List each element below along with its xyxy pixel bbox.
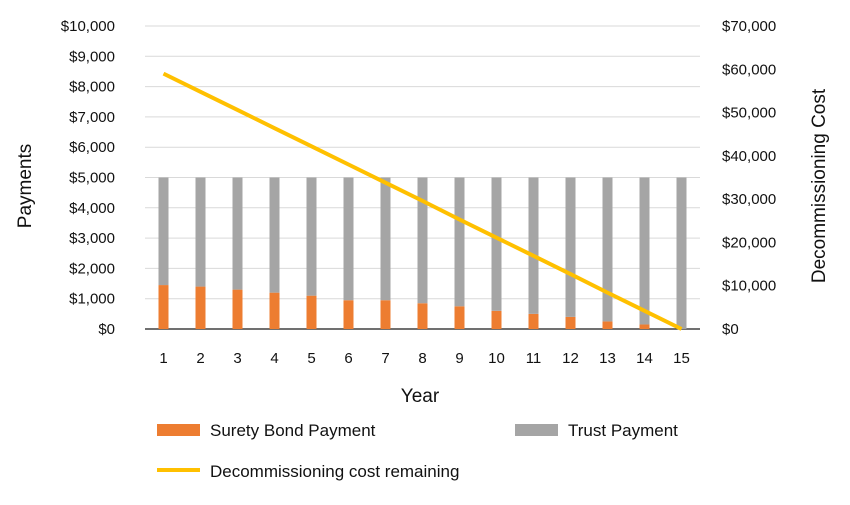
y-tick-label: $6,000 xyxy=(69,139,115,156)
x-tick-label: 1 xyxy=(159,350,167,367)
y2-axis-title: Decommissioning Cost xyxy=(809,88,830,283)
x-tick-label: 8 xyxy=(418,350,426,367)
y2-tick-label: $20,000 xyxy=(722,234,776,251)
legend-label-trust: Trust Payment xyxy=(568,421,678,440)
y-tick-label: $9,000 xyxy=(69,48,115,65)
trust-payment-bar xyxy=(565,177,576,317)
legend-label-line: Decommissioning cost remaining xyxy=(210,462,459,481)
right-axis-ticks: $0 $10,000 $20,000 $30,000 $40,000 $50,000 $60… xyxy=(722,18,776,338)
left-axis-ticks: $0 $1,000 $2,000 $3,000 $4,000 $5,000 $6,000 $7… xyxy=(61,18,115,338)
surety-bond-payment-bar xyxy=(195,286,206,329)
bars-group xyxy=(158,177,687,329)
y2-tick-label: $40,000 xyxy=(722,148,776,165)
surety-bond-payment-bar xyxy=(528,313,539,329)
surety-bond-payment-bar xyxy=(639,324,650,329)
x-tick-label: 13 xyxy=(599,350,616,367)
y-tick-label: $0 xyxy=(98,321,115,338)
trust-payment-bar xyxy=(676,177,687,329)
y-tick-label: $1,000 xyxy=(69,291,115,308)
trust-payment-bar xyxy=(380,177,391,301)
trust-payment-bar xyxy=(454,177,465,307)
y2-tick-label: $0 xyxy=(722,321,739,338)
y-tick-label: $5,000 xyxy=(69,170,115,187)
surety-bond-payment-bar xyxy=(269,292,280,329)
x-tick-label: 4 xyxy=(270,350,278,367)
y2-tick-label: $70,000 xyxy=(722,18,776,35)
trust-payment-bar xyxy=(602,177,613,322)
x-tick-label: 2 xyxy=(196,350,204,367)
trust-payment-bar xyxy=(528,177,539,314)
surety-bond-payment-bar xyxy=(158,285,169,329)
x-tick-label: 12 xyxy=(562,350,579,367)
x-tick-label: 3 xyxy=(233,350,241,367)
x-tick-label: 5 xyxy=(307,350,315,367)
surety-bond-payment-bar xyxy=(565,316,576,329)
y2-tick-label: $10,000 xyxy=(722,278,776,295)
trust-payment-bar xyxy=(269,177,280,293)
x-axis-ticks: 1 2 3 4 5 6 7 8 9 10 11 12 13 14 15 xyxy=(159,350,690,367)
surety-bond-payment-bar xyxy=(454,306,465,329)
trust-payment-bar xyxy=(232,177,243,290)
x-tick-label: 10 xyxy=(488,350,505,367)
x-axis-title: Year xyxy=(401,386,440,407)
trust-payment-bar xyxy=(343,177,354,301)
x-tick-label: 7 xyxy=(381,350,389,367)
trust-payment-bar xyxy=(158,177,169,286)
line-series-group xyxy=(162,71,683,331)
x-tick-label: 15 xyxy=(673,350,690,367)
y-tick-label: $2,000 xyxy=(69,260,115,277)
surety-bond-payment-bar xyxy=(417,303,428,329)
x-tick-label: 14 xyxy=(636,350,653,367)
trust-payment-bar xyxy=(195,177,206,287)
x-tick-label: 6 xyxy=(344,350,352,367)
y2-tick-label: $30,000 xyxy=(722,191,776,208)
x-tick-label: 9 xyxy=(455,350,463,367)
y-axis-title: Payments xyxy=(15,144,36,228)
y-tick-label: $3,000 xyxy=(69,230,115,247)
x-tick-label: 11 xyxy=(526,350,542,367)
legend-swatch-trust xyxy=(515,424,558,436)
surety-bond-payment-bar xyxy=(380,300,391,329)
legend-swatch-surety xyxy=(157,424,200,436)
surety-bond-payment-bar xyxy=(306,295,317,329)
y-tick-label: $10,000 xyxy=(61,18,115,35)
trust-payment-bar xyxy=(306,177,317,296)
legend-label-surety: Surety Bond Payment xyxy=(210,421,376,440)
surety-bond-payment-bar xyxy=(602,321,613,329)
y-tick-label: $8,000 xyxy=(69,79,115,96)
trust-payment-bar xyxy=(491,177,502,311)
y-tick-label: $4,000 xyxy=(69,200,115,217)
trust-payment-bar xyxy=(639,177,650,325)
y2-tick-label: $60,000 xyxy=(722,61,776,78)
y2-tick-label: $50,000 xyxy=(722,105,776,122)
surety-bond-payment-bar xyxy=(491,310,502,329)
legend: Surety Bond Payment Trust Payment Decomm… xyxy=(157,421,678,481)
surety-bond-payment-bar xyxy=(232,289,243,329)
y-tick-label: $7,000 xyxy=(69,109,115,126)
trust-payment-bar xyxy=(417,177,428,304)
surety-bond-payment-bar xyxy=(343,300,354,329)
